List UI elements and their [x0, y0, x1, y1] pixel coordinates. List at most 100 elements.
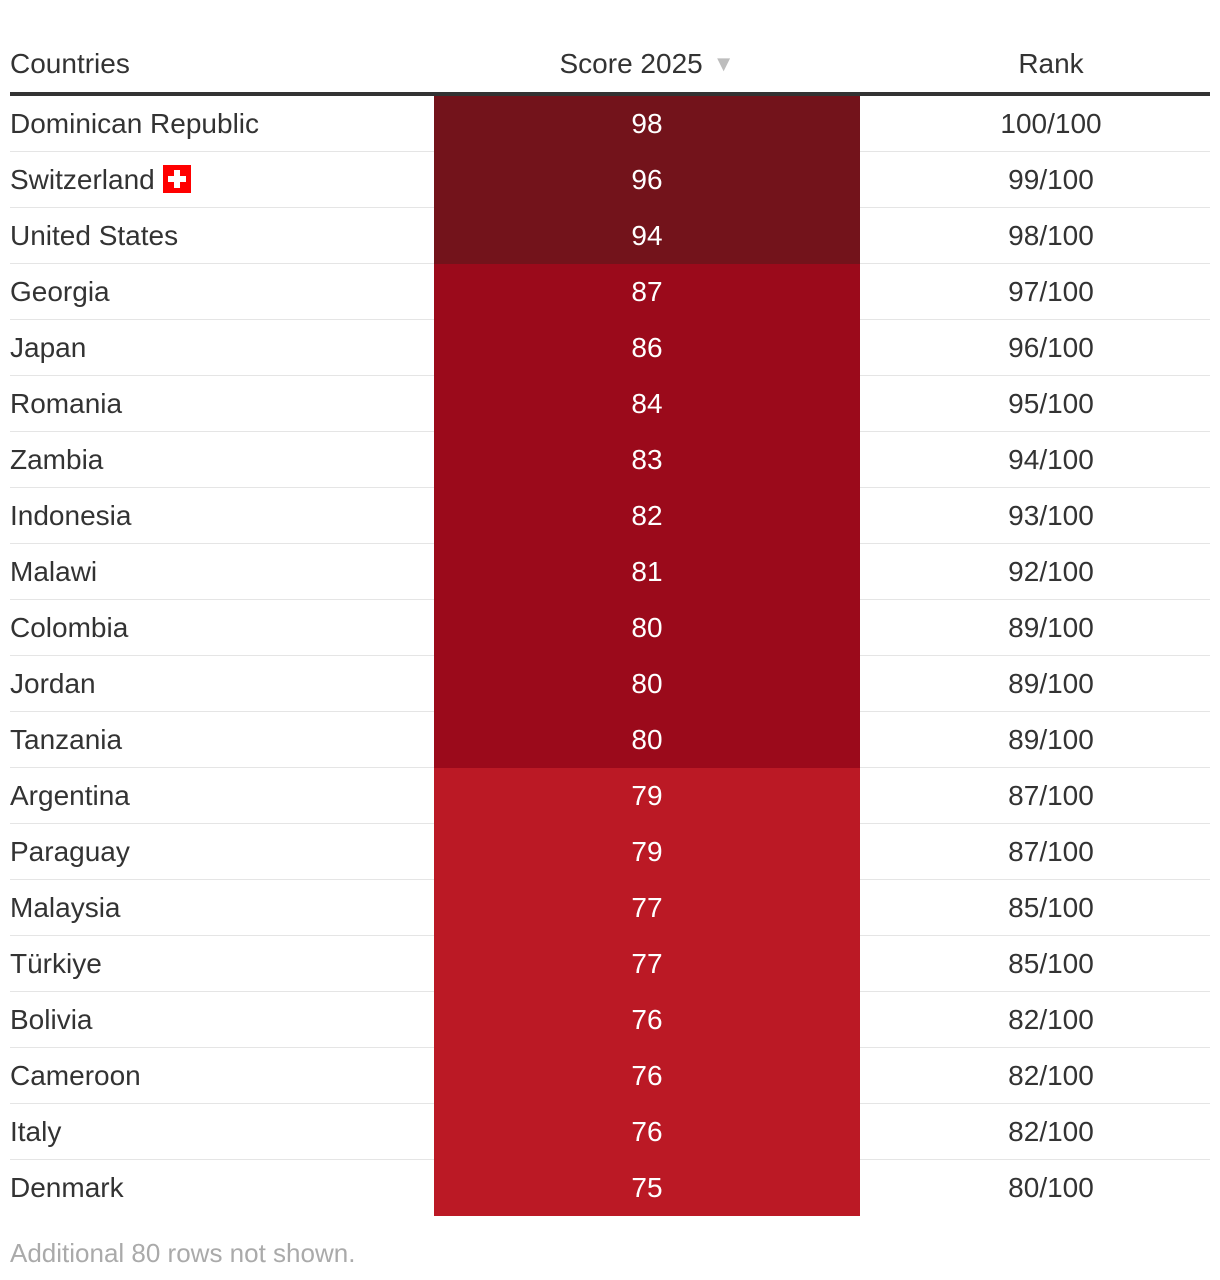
country-name: Türkiye	[10, 948, 102, 979]
score-cell: 84	[434, 376, 860, 432]
country-cell: Türkiye	[10, 936, 102, 992]
country-name: Paraguay	[10, 836, 130, 867]
table-row: Romania 84 95/100	[10, 376, 1210, 432]
score-cell: 79	[434, 768, 860, 824]
table-row: Indonesia 82 93/100	[10, 488, 1210, 544]
rank-cell: 98/100	[1008, 220, 1094, 251]
score-cell: 79	[434, 824, 860, 880]
country-cell: Jordan	[10, 656, 96, 712]
score-cell: 75	[434, 1160, 860, 1216]
country-name: Italy	[10, 1116, 62, 1147]
rank-cell: 82/100	[1008, 1116, 1094, 1147]
country-name: United States	[10, 220, 179, 251]
score-cell: 86	[434, 320, 860, 376]
score-cell: 80	[434, 712, 860, 768]
rank-cell: 89/100	[1008, 724, 1094, 755]
country-cell: Denmark	[10, 1160, 124, 1216]
table-row: Japan 86 96/100	[10, 320, 1210, 376]
country-cell: Malawi	[10, 544, 97, 600]
country-cell: United States	[10, 208, 178, 264]
table-row: Malawi 81 92/100	[10, 544, 1210, 600]
table-row: Colombia 80 89/100	[10, 600, 1210, 656]
table-row: Cameroon 76 82/100	[10, 1048, 1210, 1104]
rank-cell: 94/100	[1008, 444, 1094, 475]
country-name: Switzerland	[10, 164, 155, 195]
swiss-flag-icon	[162, 165, 191, 193]
rank-cell: 96/100	[1008, 332, 1094, 363]
country-cell: Japan	[10, 320, 86, 376]
country-cell: Georgia	[10, 264, 110, 320]
table-row: United States 94 98/100	[10, 208, 1210, 264]
table-row: Malaysia 77 85/100	[10, 880, 1210, 936]
rank-cell: 100/100	[1000, 108, 1102, 139]
rank-cell: 85/100	[1008, 948, 1094, 979]
score-cell: 94	[434, 208, 860, 264]
rank-cell: 95/100	[1008, 388, 1094, 419]
country-name: Argentina	[10, 780, 130, 811]
country-cell: Indonesia	[10, 488, 131, 544]
score-cell: 76	[434, 992, 860, 1048]
score-cell: 87	[434, 264, 860, 320]
country-name: Japan	[10, 332, 87, 363]
score-cell: 77	[434, 880, 860, 936]
country-name: Georgia	[10, 276, 110, 307]
country-name: Indonesia	[10, 500, 132, 531]
score-cell: 96	[434, 152, 860, 208]
score-cell: 98	[434, 96, 860, 152]
country-cell: Italy	[10, 1104, 61, 1160]
column-header-countries-label: Countries	[10, 48, 130, 79]
rank-cell: 93/100	[1008, 500, 1094, 531]
country-name: Malawi	[10, 556, 98, 587]
score-cell: 82	[434, 488, 860, 544]
table-row: Denmark 75 80/100	[10, 1160, 1210, 1216]
rank-cell: 85/100	[1008, 892, 1094, 923]
country-cell: Cameroon	[10, 1048, 141, 1104]
column-header-rank[interactable]: Rank	[860, 46, 1220, 82]
country-cell: Romania	[10, 376, 122, 432]
table-row: Argentina 79 87/100	[10, 768, 1210, 824]
sort-desc-icon[interactable]: ▼	[712, 51, 735, 76]
table-row: Paraguay 79 87/100	[10, 824, 1210, 880]
country-name: Zambia	[10, 444, 104, 475]
country-name: Tanzania	[10, 724, 123, 755]
score-cell: 76	[434, 1104, 860, 1160]
rank-cell: 92/100	[1008, 556, 1094, 587]
table-row: Dominican Republic 98 100/100	[10, 96, 1210, 152]
table-row: Zambia 83 94/100	[10, 432, 1210, 488]
score-cell: 77	[434, 936, 860, 992]
country-name: Jordan	[10, 668, 96, 699]
country-cell: Argentina	[10, 768, 130, 824]
country-name: Denmark	[10, 1172, 124, 1203]
table-row: Jordan 80 89/100	[10, 656, 1210, 712]
table-row: Switzerland 96 99/100	[10, 152, 1210, 208]
table-header: Countries Score 2025 ▼ Rank	[10, 30, 1210, 96]
country-name: Dominican Republic	[10, 108, 260, 139]
country-name: Cameroon	[10, 1060, 141, 1091]
score-cell: 80	[434, 656, 860, 712]
column-header-rank-label: Rank	[1018, 48, 1084, 79]
rank-cell: 87/100	[1008, 836, 1094, 867]
country-cell: Zambia	[10, 432, 103, 488]
table-row: Bolivia 76 82/100	[10, 992, 1210, 1048]
country-name: Romania	[10, 388, 123, 419]
rank-cell: 87/100	[1008, 780, 1094, 811]
rank-cell: 82/100	[1008, 1060, 1094, 1091]
table-row: Italy 76 82/100	[10, 1104, 1210, 1160]
country-cell: Bolivia	[10, 992, 92, 1048]
table-row: Türkiye 77 85/100	[10, 936, 1210, 992]
table-row: Tanzania 80 89/100	[10, 712, 1210, 768]
column-header-score[interactable]: Score 2025 ▼	[434, 46, 860, 82]
rank-cell: 89/100	[1008, 612, 1094, 643]
country-cell: Colombia	[10, 600, 128, 656]
score-cell: 83	[434, 432, 860, 488]
score-table: Countries Score 2025 ▼ Rank Dominican Rep…	[10, 30, 1210, 1216]
rank-cell: 99/100	[1008, 164, 1094, 195]
country-cell: Switzerland	[10, 152, 191, 208]
column-header-countries[interactable]: Countries	[10, 46, 130, 82]
country-cell: Malaysia	[10, 880, 120, 936]
rank-cell: 82/100	[1008, 1004, 1094, 1035]
score-cell: 81	[434, 544, 860, 600]
column-header-score-label: Score 2025	[559, 48, 703, 79]
rank-cell: 97/100	[1008, 276, 1094, 307]
score-cell: 76	[434, 1048, 860, 1104]
